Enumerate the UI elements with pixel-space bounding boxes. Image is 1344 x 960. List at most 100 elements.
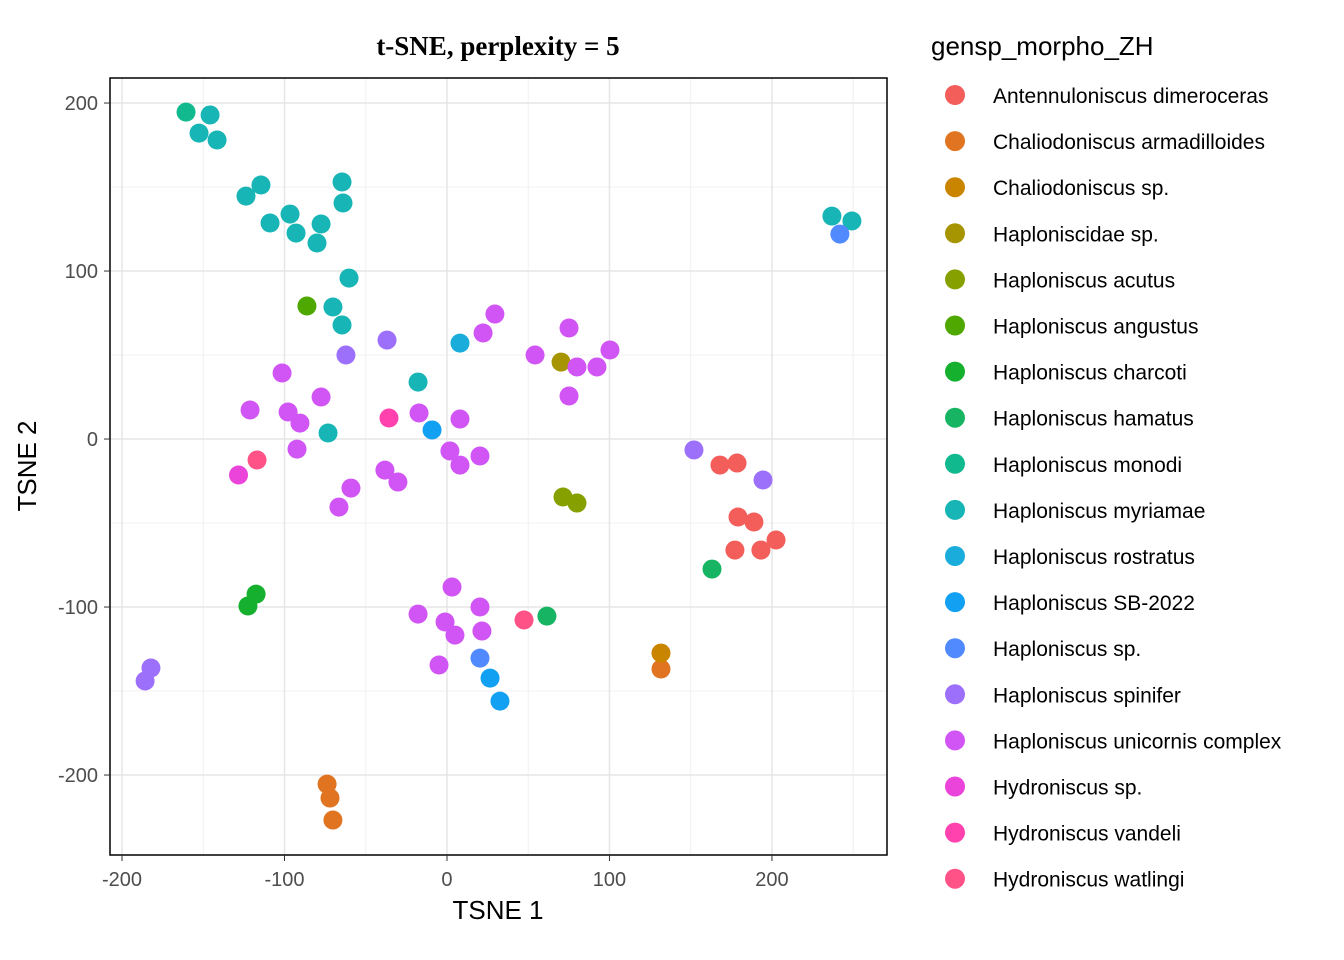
legend-label: Hydroniscus sp.: [993, 777, 1142, 800]
data-point: [332, 172, 352, 192]
legend-key: [945, 315, 965, 336]
data-point: [551, 352, 571, 372]
y-tick-label: -100: [58, 597, 98, 619]
data-point: [333, 193, 353, 213]
legend-label: Haploniscus myriamae: [993, 500, 1205, 523]
data-point: [684, 440, 704, 460]
data-point: [429, 655, 449, 675]
data-point: [514, 610, 534, 630]
x-tick-label: 100: [593, 869, 626, 891]
legend-label: Hydroniscus vandeli: [993, 823, 1181, 846]
legend-key: [945, 822, 965, 843]
data-point: [440, 441, 460, 461]
data-point: [290, 413, 310, 433]
x-tick-label: -100: [264, 869, 304, 891]
data-point: [189, 123, 209, 143]
data-point: [320, 788, 340, 808]
data-point: [559, 386, 579, 406]
data-point: [207, 130, 227, 150]
y-tick-label: 200: [65, 93, 98, 115]
legend-title: gensp_morpho_ZH: [931, 31, 1154, 61]
legend-label: Chaliodoniscus armadilloides: [993, 131, 1265, 154]
legend-label: Haploniscus rostratus: [993, 546, 1195, 569]
data-point: [470, 648, 490, 668]
plot-panel-border: [109, 77, 888, 856]
x-tick-label: 200: [755, 869, 788, 891]
data-point: [388, 472, 408, 492]
legend-key: [945, 638, 965, 659]
legend: Antennuloniscus dimeroceras Chaliodoniscu…: [945, 85, 1282, 892]
data-point: [307, 233, 327, 253]
legend-key: [945, 177, 965, 198]
data-point: [727, 453, 747, 473]
data-point: [842, 211, 862, 231]
legend-key: [945, 131, 965, 152]
y-tick-label: -200: [58, 765, 98, 787]
data-point: [450, 409, 470, 429]
data-point: [728, 507, 748, 527]
data-point: [286, 223, 306, 243]
data-point: [442, 577, 462, 597]
x-tick-label: 0: [441, 869, 452, 891]
data-point: [311, 387, 331, 407]
grid: [110, 78, 887, 855]
legend-key: [945, 499, 965, 520]
data-point: [445, 625, 465, 645]
legend-key: [945, 85, 965, 105]
axis-ticks: -200 -100 0 100 200 -200 -100 0 100 200: [58, 93, 789, 891]
legend-key: [945, 592, 965, 613]
legend-label: Haploniscus angustus: [993, 316, 1198, 339]
legend-label: Hydroniscus watlingi: [993, 869, 1184, 892]
data-point: [323, 297, 343, 317]
points: [135, 102, 862, 830]
data-point: [567, 493, 587, 513]
legend-label: Antennuloniscus dimeroceras: [993, 85, 1268, 108]
data-point: [830, 224, 850, 244]
data-point: [176, 102, 196, 122]
data-point: [246, 584, 266, 604]
legend-key: [945, 868, 965, 889]
data-point: [287, 439, 307, 459]
legend-key: [945, 223, 965, 244]
legend-key: [945, 776, 965, 797]
data-point: [236, 186, 256, 206]
data-point: [229, 465, 249, 485]
data-point: [753, 470, 773, 490]
legend-label: Haploniscus SB-2022: [993, 592, 1195, 615]
data-point: [450, 455, 470, 475]
data-point: [422, 420, 442, 440]
data-point: [751, 540, 771, 560]
y-tick-label: 100: [65, 261, 98, 283]
legend-key: [945, 407, 965, 428]
legend-label: Haploniscus unicornis complex: [993, 730, 1282, 753]
data-point: [341, 478, 361, 498]
y-axis-label: TSNE 2: [12, 420, 42, 511]
data-point: [702, 559, 722, 579]
legend-key: [945, 269, 965, 290]
data-point: [240, 400, 260, 420]
data-point: [336, 345, 356, 365]
legend-key: [945, 684, 965, 705]
data-point: [408, 372, 428, 392]
data-point: [480, 668, 500, 688]
data-point: [766, 530, 786, 550]
data-point: [311, 214, 331, 234]
data-point: [470, 446, 490, 466]
data-point: [323, 810, 343, 830]
data-point: [272, 363, 292, 383]
data-point: [822, 206, 842, 226]
legend-label: Haploniscus hamatus: [993, 408, 1194, 431]
x-axis-label: TSNE 1: [452, 895, 543, 925]
data-point: [247, 450, 267, 470]
data-point: [200, 105, 220, 125]
legend-label: Haploniscus charcoti: [993, 362, 1187, 385]
legend-key: [945, 730, 965, 751]
data-point: [339, 268, 359, 288]
data-point: [377, 330, 397, 350]
data-point: [600, 340, 620, 360]
data-point: [490, 691, 510, 711]
data-point: [525, 345, 545, 365]
data-point: [280, 204, 300, 224]
chart-title: t-SNE, perplexity = 5: [376, 31, 619, 61]
